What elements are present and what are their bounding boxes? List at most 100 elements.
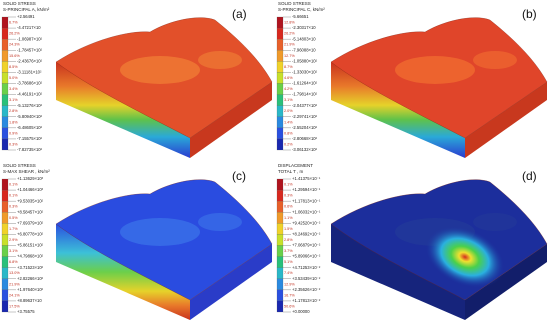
color-swatch [276,138,284,151]
legend-value: -7.96088×10 [292,47,316,52]
legend-title: SOLID STRESS [3,1,36,6]
legend-percent: 3.1% [9,98,18,102]
legend-value: -5.66651 [292,14,309,19]
color-swatch [1,256,9,268]
legend-percent: 2.9% [9,238,18,242]
color-swatch [1,39,9,51]
legend-value: +8.89637×10 [17,298,42,303]
legend-value: -7.15575×10² [17,136,43,141]
legend-value: +1.06032×10⁻¹ [292,209,321,214]
panel-label: (b) [522,7,537,21]
displacement-zone [425,226,505,288]
legend-percent: 1.4% [284,120,293,124]
color-swatch [276,189,284,202]
legend-title: S-PRINCIPAL A, kN/m² [3,7,50,12]
legend-percent: 0.6% [284,205,293,209]
legend-percent: 12.8% [284,21,295,25]
color-swatch [1,105,9,117]
legend-percent: 4.2% [284,87,293,91]
legend-percent: 0.2% [284,142,293,146]
legend-percent: 4.6% [284,76,293,80]
color-swatch [1,212,9,224]
color-swatch [1,201,9,213]
color-swatch [1,245,9,257]
legend-percent: 24.1% [9,293,20,297]
legend-value: -5.14803×10 [292,36,316,41]
block-side [190,244,272,320]
legend-value: +2.82266×10² [17,276,44,281]
legend-value: -3.78686×10² [17,81,43,86]
legend-value: -5.80940×10² [17,114,43,119]
legend-value: -2.04377×10² [292,103,318,108]
legend-percent: 17.5% [9,304,20,308]
legend-title: S-MAX SHEAR , kN/m² [3,169,50,174]
block-front [56,224,190,320]
block-side [190,82,272,158]
legend-percent: 15.6% [9,54,20,58]
legend-percent: 0.3% [284,194,293,198]
color-swatch [1,234,9,246]
color-swatch [1,223,9,235]
legend-percent: 8.7% [284,65,293,69]
legend-value: +1.29594×10⁻¹ [292,187,321,192]
legend-percent: 0.3% [9,142,18,146]
legend-value: -2.55204×10² [292,125,318,130]
legend-value: -1.79814×10² [292,92,318,97]
color-swatch [276,201,284,213]
legend-value: +3.71523×10² [17,265,44,270]
color-swatch [276,27,284,40]
color-swatch [276,127,284,140]
legend-title: SOLID STRESS [3,163,36,168]
legend-percent: 3.1% [284,98,293,102]
legend-value: +1.17813×10⁻² [292,298,321,303]
panel-label: (c) [232,169,246,183]
legend-percent: 0.8% [284,131,293,135]
panel-label: (d) [522,169,537,183]
legend-percent: 1.5% [284,227,293,231]
legend-value: -2.43676×10² [17,58,43,63]
color-swatch [276,61,284,73]
legend-value: -4.47217×10 [17,25,41,30]
legend-percent: 6.7% [9,21,18,25]
color-swatch [1,72,9,84]
color-swatch [276,234,284,246]
legend-value: -2.29741×10² [292,114,318,119]
color-swatch [276,16,284,29]
legend-percent: 0.5% [9,216,18,220]
color-swatch [276,94,284,106]
block-side [465,244,547,320]
color-swatch [1,127,9,140]
color-swatch [276,212,284,224]
color-swatch [1,94,9,106]
legend-value: -1.05880×10² [292,58,318,63]
color-swatch [276,50,284,62]
contour-region [120,56,200,84]
legend-value: +6.80778×10² [17,232,44,237]
color-swatch [276,278,284,290]
legend-percent: 8.5% [9,65,18,69]
legend-value: -1.06987×10² [17,36,43,41]
color-swatch [1,83,9,95]
legend-percent: 50.6% [284,304,295,308]
legend-percent: 3.7% [284,249,293,253]
legend-title: DISPLACEMENT [278,163,313,168]
legend-value: -1.78457×10² [17,47,43,52]
legend-value: +5.86151×10² [17,243,44,248]
legend-value: +1.13629×10³ [17,176,44,181]
color-swatch [276,116,284,128]
legend-value: +4.79868×10² [17,254,44,259]
legend-value: +2.56491 [17,14,35,19]
legend-percent: 24.3% [9,43,20,47]
legend-value: +7.69379×10² [17,220,44,225]
legend-percent: 21.9% [284,43,295,47]
contour-region [473,51,517,69]
color-swatch [276,72,284,84]
color-swatch [1,27,9,40]
block-side [465,82,547,158]
color-swatch [276,245,284,257]
legend-percent: 0.1% [9,194,18,198]
legend-percent: 12.9% [284,282,295,286]
legend-title: S-PRINCIPAL C, kN/m² [278,7,325,12]
